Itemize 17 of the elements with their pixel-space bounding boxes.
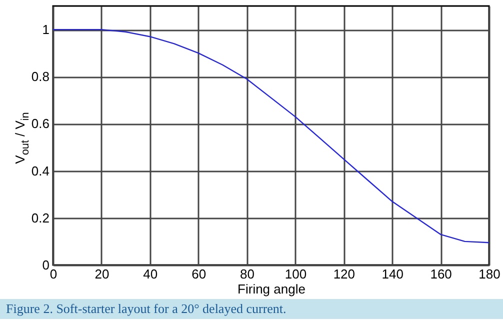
x-tick-label: 100 <box>284 266 307 282</box>
line-series <box>52 28 490 244</box>
y-tick-label: 0.8 <box>31 69 50 84</box>
x-tick-label: 80 <box>240 266 255 282</box>
x-tick-label: 40 <box>143 266 158 282</box>
x-tick-label: 20 <box>94 266 110 282</box>
x-tick-label: 160 <box>430 266 452 282</box>
y-tick-label: 0.4 <box>31 163 50 178</box>
y-tick-label: 0.6 <box>31 116 50 132</box>
x-tick-label: 180 <box>478 266 500 282</box>
x-tick-label: 120 <box>333 266 356 282</box>
x-tick-label: 60 <box>192 266 206 282</box>
y-tick-label: 0.2 <box>31 210 50 226</box>
caption: Figure 2. Soft-starter layout for a 20° delayed current. <box>0 299 503 319</box>
x-axis-title: Firing angle <box>238 282 306 296</box>
y-tick-label: 1 <box>42 22 50 38</box>
x-tick-label: 140 <box>382 266 404 282</box>
